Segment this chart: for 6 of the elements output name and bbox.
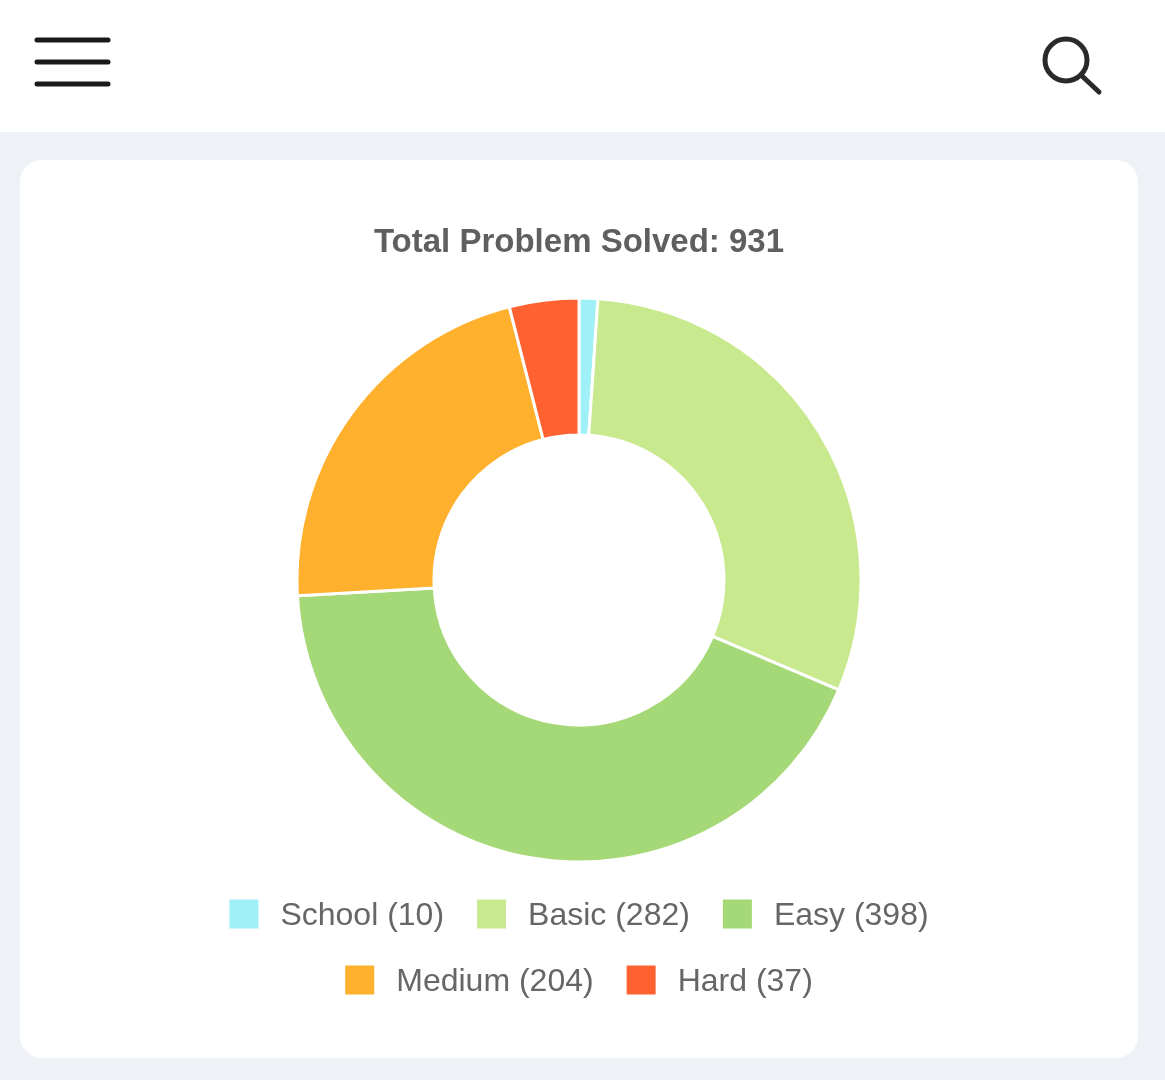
legend-label: School (10) — [280, 896, 445, 933]
legend-label: Basic (282) — [528, 896, 690, 933]
legend-label: Hard (37) — [677, 962, 813, 999]
legend-label: Easy (398) — [773, 896, 929, 933]
chart-title: Total Problem Solved: 931 — [373, 221, 785, 259]
legend-label: Medium (204) — [396, 962, 594, 999]
